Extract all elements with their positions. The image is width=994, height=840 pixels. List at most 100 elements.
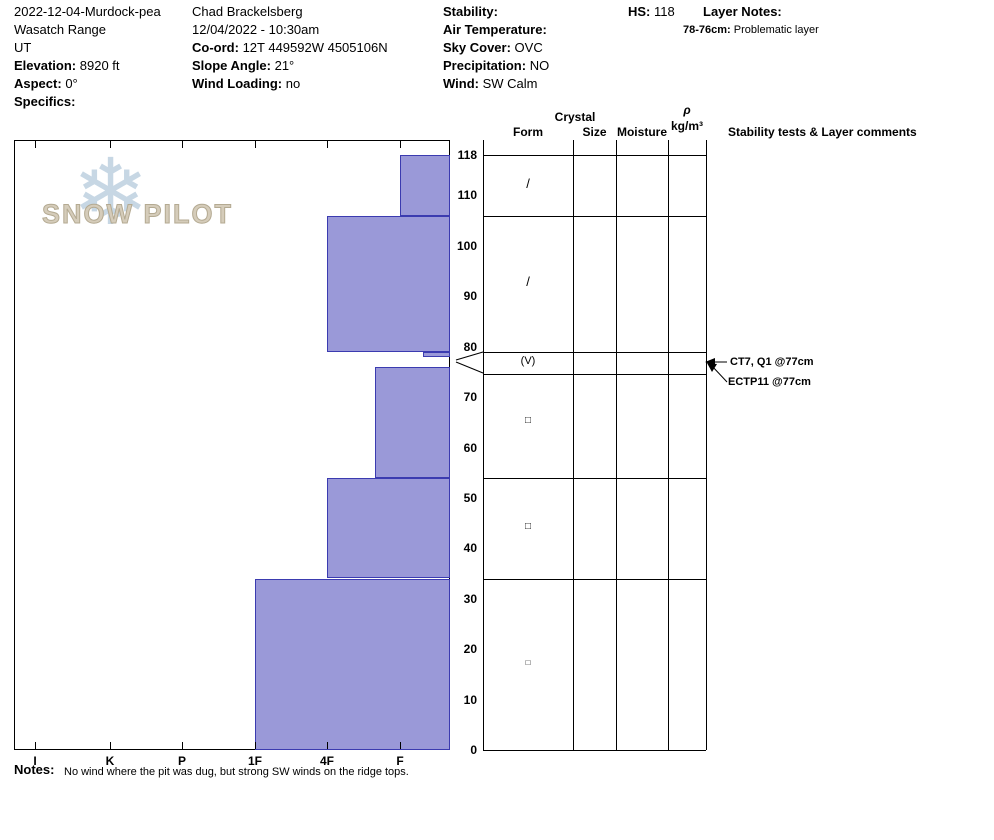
aspect-row: Aspect: 0° xyxy=(14,76,78,91)
depth-tick-label: 50 xyxy=(463,490,477,505)
slope-angle-label: Slope Angle: xyxy=(192,58,271,73)
grid-vline xyxy=(616,140,617,750)
aspect-value: 0° xyxy=(65,76,78,91)
grid-hline xyxy=(483,215,706,217)
layer-notes-label: Layer Notes: xyxy=(703,4,782,19)
coord-label: Co-ord: xyxy=(192,40,239,55)
hs-label: HS: xyxy=(628,4,651,19)
wind-value: SW Calm xyxy=(482,76,538,91)
sky-cover-row: Sky Cover: OVC xyxy=(443,40,543,55)
sky-cover-value: OVC xyxy=(514,40,543,55)
wind-loading-row: Wind Loading: no xyxy=(192,76,300,91)
hardness-tick-top xyxy=(255,141,256,148)
form-column-header: Form xyxy=(513,125,543,139)
hardness-axis-label: K xyxy=(105,754,115,768)
comments-column-header: Stability tests & Layer comments xyxy=(728,125,917,139)
density-symbol-header: ρ xyxy=(683,103,691,117)
pit-range: Wasatch Range xyxy=(14,22,107,37)
notes-label: Notes: xyxy=(14,762,55,777)
air-temp-label: Air Temperature: xyxy=(443,22,547,37)
hardness-tick-bottom xyxy=(400,742,401,749)
depth-tick-label: 80 xyxy=(463,339,477,354)
grid-hline xyxy=(483,477,706,479)
slope-angle-value: 21° xyxy=(274,58,295,73)
stability-test-ectp: ECTP11 @77cm xyxy=(728,376,811,388)
notes-text: No wind where the pit was dug, but stron… xyxy=(64,766,409,778)
coord-value: 12T 449592W 4505106N xyxy=(242,40,388,55)
grid-hline xyxy=(483,351,706,353)
hardness-axis-label: I xyxy=(33,754,37,768)
pit-title: 2022-12-04-Murdock-pea xyxy=(14,4,161,19)
profile-bar xyxy=(375,366,450,478)
crystal-form-symbol: (V) xyxy=(520,354,536,367)
depth-tick-label: 90 xyxy=(463,289,477,304)
precip-row: Precipitation: NO xyxy=(443,58,549,73)
elevation-label: Elevation: xyxy=(14,58,77,73)
hardness-tick-bottom xyxy=(255,742,256,749)
hardness-axis-label: 1F xyxy=(247,754,262,768)
crystal-form-symbol: □ xyxy=(525,658,531,668)
hardness-tick-top xyxy=(182,141,183,148)
crystal-header: Crystal xyxy=(554,110,596,124)
size-column-header: Size xyxy=(582,125,607,139)
crystal-form-symbol: □ xyxy=(524,414,532,426)
depth-tick-label: 70 xyxy=(463,390,477,404)
grid-hline xyxy=(483,750,706,751)
depth-tick-label: 0 xyxy=(470,743,477,757)
grid-hline xyxy=(483,374,706,375)
profile-bar xyxy=(327,215,450,352)
crystal-form-symbol: / xyxy=(526,273,530,289)
depth-tick-label: 10 xyxy=(463,692,477,707)
grid-vline xyxy=(573,140,574,750)
snowflake-icon: ❄ xyxy=(72,142,150,244)
snowpilot-logo-text: SNOW PILOT xyxy=(42,199,233,230)
hs-value: 118 xyxy=(654,4,675,19)
stability-test-ct: CT7, Q1 @77cm xyxy=(730,356,814,368)
grid-vline xyxy=(706,140,707,750)
layer-note-text: Problematic layer xyxy=(733,24,819,36)
stability-label: Stability: xyxy=(443,4,498,19)
crystal-form-symbol: / xyxy=(526,175,530,191)
depth-tick-label: 118 xyxy=(457,148,477,162)
aspect-label: Aspect: xyxy=(14,76,62,91)
pit-state: UT xyxy=(14,40,32,55)
crystal-form-symbol: □ xyxy=(524,520,532,532)
hardness-tick-top xyxy=(35,141,36,148)
wind-loading-label: Wind Loading: xyxy=(192,76,283,91)
layer-note-depth: 78-76cm: xyxy=(683,24,731,36)
wind-row: Wind: SW Calm xyxy=(443,76,538,91)
specifics-label: Specifics: xyxy=(14,94,76,109)
hardness-tick-top xyxy=(327,141,328,148)
grid-hline xyxy=(483,155,706,156)
hardness-tick-top xyxy=(110,141,111,148)
wind-loading-value: no xyxy=(285,76,301,91)
hardness-tick-bottom xyxy=(110,742,111,749)
slope-angle-row: Slope Angle: 21° xyxy=(192,58,294,73)
hardness-tick-bottom xyxy=(35,742,36,749)
grid-vline xyxy=(668,140,669,750)
density-units-header: kg/m³ xyxy=(670,119,703,133)
elevation-row: Elevation: 8920 ft xyxy=(14,58,120,73)
elevation-value: 8920 ft xyxy=(79,58,120,73)
hs-row: HS: 118 xyxy=(628,4,675,19)
depth-tick-label: 110 xyxy=(457,188,477,203)
hardness-axis-label: 4F xyxy=(319,754,334,768)
hardness-tick-bottom xyxy=(182,742,183,749)
grid-hline xyxy=(483,578,706,580)
depth-tick-label: 100 xyxy=(456,238,477,253)
observer-name: Chad Brackelsberg xyxy=(192,4,303,19)
hardness-tick-bottom xyxy=(327,742,328,749)
layer-note-row: 78-76cm: Problematic layer xyxy=(683,24,819,36)
grid-vline xyxy=(483,140,484,750)
depth-tick-label: 60 xyxy=(463,440,477,455)
hardness-axis-label: P xyxy=(177,754,186,768)
wind-label: Wind: xyxy=(443,76,479,91)
depth-tick-label: 30 xyxy=(463,591,477,606)
depth-tick-label: 20 xyxy=(463,642,477,657)
moisture-column-header: Moisture xyxy=(616,125,667,139)
hardness-axis-label: F xyxy=(396,754,404,768)
pit-datetime: 12/04/2022 - 10:30am xyxy=(192,22,320,37)
